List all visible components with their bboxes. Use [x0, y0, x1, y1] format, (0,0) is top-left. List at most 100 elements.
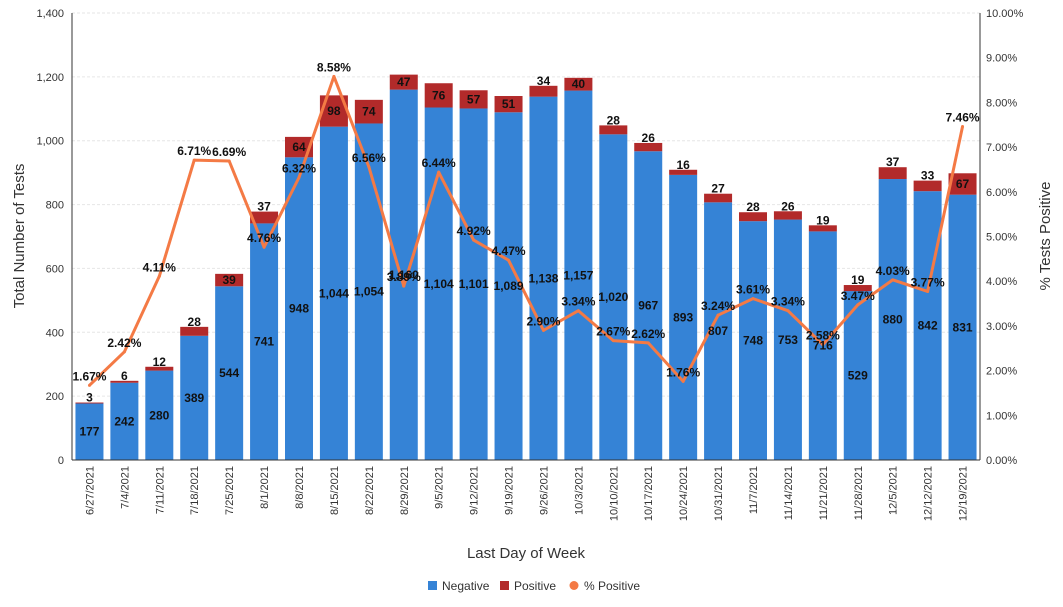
- x-axis-title: Last Day of Week: [467, 545, 586, 562]
- positive-value-label: 47: [397, 75, 411, 89]
- negative-value-label: 1,101: [459, 277, 489, 291]
- percent-positive-point: [157, 274, 161, 278]
- negative-value-label: 842: [918, 319, 938, 333]
- percent-positive-point: [402, 284, 406, 288]
- y-right-tick-label: 4.00%: [986, 276, 1017, 288]
- positive-value-label: 34: [537, 74, 551, 88]
- x-tick-label: 11/21/2021: [818, 466, 830, 520]
- x-tick-label: 7/25/2021: [224, 466, 236, 515]
- y-tick-label: 600: [46, 263, 64, 275]
- percent-positive-point: [122, 350, 126, 354]
- positive-value-label: 39: [222, 273, 236, 287]
- bar-positive: [843, 285, 872, 292]
- x-tick-label: 10/17/2021: [643, 466, 655, 521]
- bar-negative: [145, 370, 174, 460]
- y-right-tick-label: 1.00%: [986, 410, 1017, 422]
- negative-value-label: 1,044: [319, 286, 349, 300]
- percent-value-label: 6.32%: [282, 161, 316, 175]
- percent-value-label: 3.34%: [771, 295, 805, 309]
- x-tick-label: 9/19/2021: [504, 466, 516, 515]
- percent-positive-point: [611, 339, 615, 343]
- bar-positive: [459, 90, 488, 109]
- percent-positive-point: [437, 170, 441, 174]
- bar-negative: [319, 126, 348, 460]
- percent-positive-point: [262, 245, 266, 249]
- positive-value-label: 67: [956, 177, 970, 191]
- x-tick-label: 10/24/2021: [678, 466, 690, 521]
- percent-value-label: 4.47%: [492, 244, 526, 258]
- percent-positive-point: [541, 328, 545, 332]
- bar-negative: [250, 223, 279, 460]
- bar-negative: [354, 123, 383, 461]
- negative-value-label: 1,089: [494, 279, 524, 293]
- bar-positive: [250, 211, 279, 224]
- bar-negative: [564, 90, 593, 460]
- positive-value-label: 6: [121, 369, 128, 383]
- x-tick-label: 12/12/2021: [923, 466, 935, 521]
- y-right-tick-label: 2.00%: [986, 366, 1017, 378]
- positive-value-label: 26: [781, 199, 795, 213]
- bar-positive: [808, 225, 837, 232]
- percent-value-label: 3.77%: [911, 275, 945, 289]
- x-tick-label: 8/22/2021: [364, 466, 376, 515]
- positive-value-label: 12: [153, 355, 167, 369]
- x-tick-label: 6/27/2021: [84, 466, 96, 515]
- bar-positive: [354, 99, 383, 124]
- percent-positive-point: [332, 74, 336, 78]
- bar-positive: [564, 77, 593, 91]
- x-tick-label: 11/14/2021: [783, 466, 795, 520]
- bar-negative: [110, 382, 139, 460]
- x-tick-label: 11/28/2021: [853, 466, 865, 520]
- percent-positive-line: [88, 74, 965, 387]
- positive-value-label: 3: [86, 391, 93, 405]
- percent-value-label: 6.71%: [177, 144, 211, 158]
- y-tick-label: 0: [58, 455, 64, 467]
- data-labels: 177 3 1.67% 242 6 2.42% 280 12 4.11% 389 28 6.71% 54…: [72, 60, 979, 438]
- x-tick-label: 8/15/2021: [329, 466, 341, 515]
- legend-swatch-positive: [500, 581, 509, 590]
- positive-value-label: 27: [711, 182, 725, 196]
- bar-negative: [878, 179, 907, 460]
- percent-value-label: 6.44%: [422, 156, 456, 170]
- bar-negative: [215, 286, 244, 460]
- negative-value-label: 1,020: [598, 290, 628, 304]
- percent-value-label: 3.89%: [387, 270, 421, 284]
- bar-negative: [180, 335, 209, 460]
- positive-value-label: 19: [816, 213, 830, 227]
- bar-positive: [669, 169, 698, 175]
- axes: 0 200 400 600 800 1,000 1,200 1,400 0.00% 1.00% 2.…: [36, 8, 1023, 521]
- bar-positive: [145, 366, 174, 371]
- percent-value-label: 4.11%: [143, 260, 177, 274]
- bar-negative: [948, 194, 977, 460]
- percent-positive-point: [786, 309, 790, 313]
- bar-negative: [913, 191, 942, 460]
- percent-value-label: 2.90%: [526, 314, 560, 328]
- x-tick-label: 9/26/2021: [538, 466, 550, 515]
- y-tick-label: 400: [46, 327, 64, 339]
- positive-value-label: 98: [327, 104, 341, 118]
- bars: [75, 74, 977, 461]
- percent-positive-point: [681, 379, 685, 383]
- x-tick-label: 9/12/2021: [469, 466, 481, 515]
- positive-value-label: 19: [851, 273, 865, 287]
- percent-positive-point: [87, 383, 91, 387]
- percent-value-label: 1.67%: [72, 369, 106, 383]
- positive-value-label: 26: [642, 131, 656, 145]
- percent-value-label: 3.47%: [841, 289, 875, 303]
- positive-value-label: 57: [467, 92, 481, 106]
- positive-value-label: 28: [746, 200, 760, 214]
- negative-value-label: 880: [883, 313, 903, 327]
- bar-negative: [529, 96, 558, 460]
- bar-negative: [75, 403, 104, 460]
- bar-positive: [285, 136, 313, 158]
- x-tick-label: 12/19/2021: [958, 466, 970, 521]
- legend-swatch-percent-positive: [569, 581, 579, 590]
- legend: Negative Positive % Positive: [428, 579, 640, 593]
- y-right-tick-label: 3.00%: [986, 321, 1017, 333]
- bar-negative: [599, 134, 628, 461]
- y-right-tick-label: 9.00%: [986, 53, 1017, 65]
- positive-value-label: 51: [502, 97, 516, 111]
- negative-value-label: 280: [149, 408, 169, 422]
- bar-positive: [110, 380, 139, 383]
- percent-line: [87, 74, 965, 387]
